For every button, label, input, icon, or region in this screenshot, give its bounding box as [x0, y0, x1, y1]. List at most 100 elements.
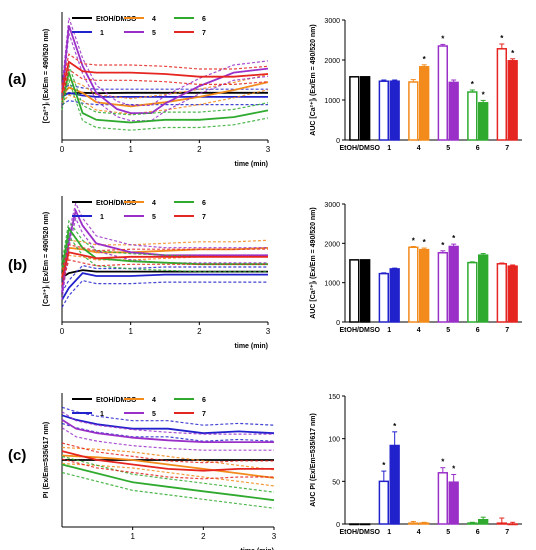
series-5-line: [61, 419, 274, 444]
x-axis-label: time (min): [241, 548, 274, 550]
legend-item-1: 1: [72, 214, 104, 221]
bar: [360, 76, 371, 141]
significance-marker: *: [452, 465, 456, 474]
series-1-upper-bound: [61, 264, 268, 293]
x-tick-label: 2: [197, 145, 202, 154]
legend-label: 6: [202, 16, 206, 23]
bar: [378, 80, 389, 141]
significance-marker: *: [412, 236, 416, 245]
category-label: 4: [417, 529, 421, 536]
bar: [408, 246, 419, 323]
bar: [437, 472, 448, 525]
bar: [467, 261, 478, 323]
category-label: EtOH/DMSO: [340, 529, 381, 536]
y-axis-label: [Ca²⁺]ᵢ (Ex/Em = 490/520 nm): [43, 212, 50, 306]
bar: [360, 523, 371, 526]
category-label: 7: [505, 145, 509, 152]
bar: [437, 252, 448, 323]
series-5-upper-bound: [61, 411, 274, 435]
series-7-line: [61, 251, 268, 278]
series-6-lower-bound: [61, 234, 268, 278]
significance-marker: *: [423, 55, 427, 64]
bar: [360, 259, 371, 323]
y-tick-label: 2000: [324, 241, 340, 248]
category-label: 5: [446, 145, 450, 152]
bar: [448, 481, 459, 525]
bar: [378, 480, 389, 525]
bar: [507, 265, 518, 323]
series-7-line: [61, 450, 274, 472]
series-6-line: [61, 69, 269, 124]
series-1-line: [61, 91, 268, 98]
series-4-upper-bound: [61, 446, 275, 471]
significance-marker: *: [441, 458, 445, 467]
x-tick-label: 1: [128, 145, 133, 154]
x-tick-label: 3: [266, 145, 271, 154]
bar: [349, 259, 360, 323]
legend-item-5: 5: [124, 214, 156, 221]
legend-label: 1: [100, 30, 104, 37]
line-chart-3: 1 2 3 time (min) PI (Ex/Em=535/617 nm): [43, 393, 277, 550]
bar: [378, 272, 389, 323]
bar-chart-2: 0 1000 2000 3000 AUC [Ca²⁺]ᵢ (Ex/Em = 490/52…: [310, 202, 522, 334]
legend-label: 1: [100, 411, 104, 418]
category-label: EtOH/DMSO: [340, 327, 381, 334]
series-5-lower-bound: [61, 33, 269, 122]
legend-item-5: 5: [124, 411, 156, 418]
panel-label: (a): [8, 71, 26, 88]
legend-item-4: 4: [124, 200, 156, 207]
legend-label: 7: [202, 411, 206, 418]
bar: [496, 263, 507, 323]
legend-label: 7: [202, 214, 206, 221]
bar: [507, 523, 518, 526]
significance-marker: *: [482, 90, 486, 99]
series-1-line: [61, 414, 275, 435]
category-label: 5: [446, 327, 450, 334]
legend-label: 5: [152, 411, 156, 418]
bar: [389, 268, 400, 323]
legend-item-7: 7: [174, 30, 206, 37]
series-7-lower-bound: [61, 458, 274, 480]
series-5-lower-bound: [61, 427, 274, 451]
y-axis-label: PI (Ex/Em=535/617 nm): [43, 422, 50, 498]
x-tick-label: 0: [60, 145, 65, 154]
category-label: 6: [476, 145, 480, 152]
legend-label: 5: [152, 30, 156, 37]
bar: [408, 81, 419, 141]
panel-label: (c): [8, 447, 26, 464]
series-5-line: [61, 25, 269, 114]
y-tick-label: 1000: [324, 281, 340, 288]
y-tick-label: 3000: [324, 202, 340, 209]
line-chart-2: 0 1 2 3 time (min) [Ca²⁺]ᵢ (Ex/Em = 490/520 n…: [43, 196, 271, 350]
legend-item-7: 7: [174, 214, 206, 221]
legend-item-4: 4: [124, 16, 156, 23]
legend-item-1: 1: [72, 411, 104, 418]
series-5-upper-bound: [61, 17, 269, 107]
series-4-upper-bound: [61, 73, 269, 100]
legend-item-6: 6: [174, 200, 206, 207]
bar: [419, 522, 430, 525]
significance-marker: *: [511, 49, 515, 58]
series-4-line: [61, 454, 275, 479]
significance-marker: *: [423, 238, 427, 247]
series-6-upper-bound: [61, 219, 268, 263]
y-tick-label: 0: [336, 522, 340, 529]
series-6-upper-bound: [61, 455, 275, 493]
legend-label: 7: [202, 30, 206, 37]
bar: [419, 66, 430, 141]
category-label: 6: [476, 529, 480, 536]
series-5-upper-bound: [61, 201, 268, 285]
x-tick-label: 3: [272, 532, 277, 541]
bar: [467, 91, 478, 141]
legend-item-6: 6: [174, 397, 206, 404]
significance-marker: *: [393, 422, 397, 431]
y-tick-label: 3000: [324, 18, 340, 25]
category-label: 7: [505, 327, 509, 334]
x-tick-label: 2: [201, 532, 206, 541]
series-7-upper-bound: [61, 442, 274, 464]
bar: [437, 45, 448, 141]
bar: [478, 518, 489, 525]
y-tick-label: 0: [336, 320, 340, 327]
legend-label: 4: [152, 16, 156, 23]
x-tick-label: 0: [60, 327, 65, 336]
